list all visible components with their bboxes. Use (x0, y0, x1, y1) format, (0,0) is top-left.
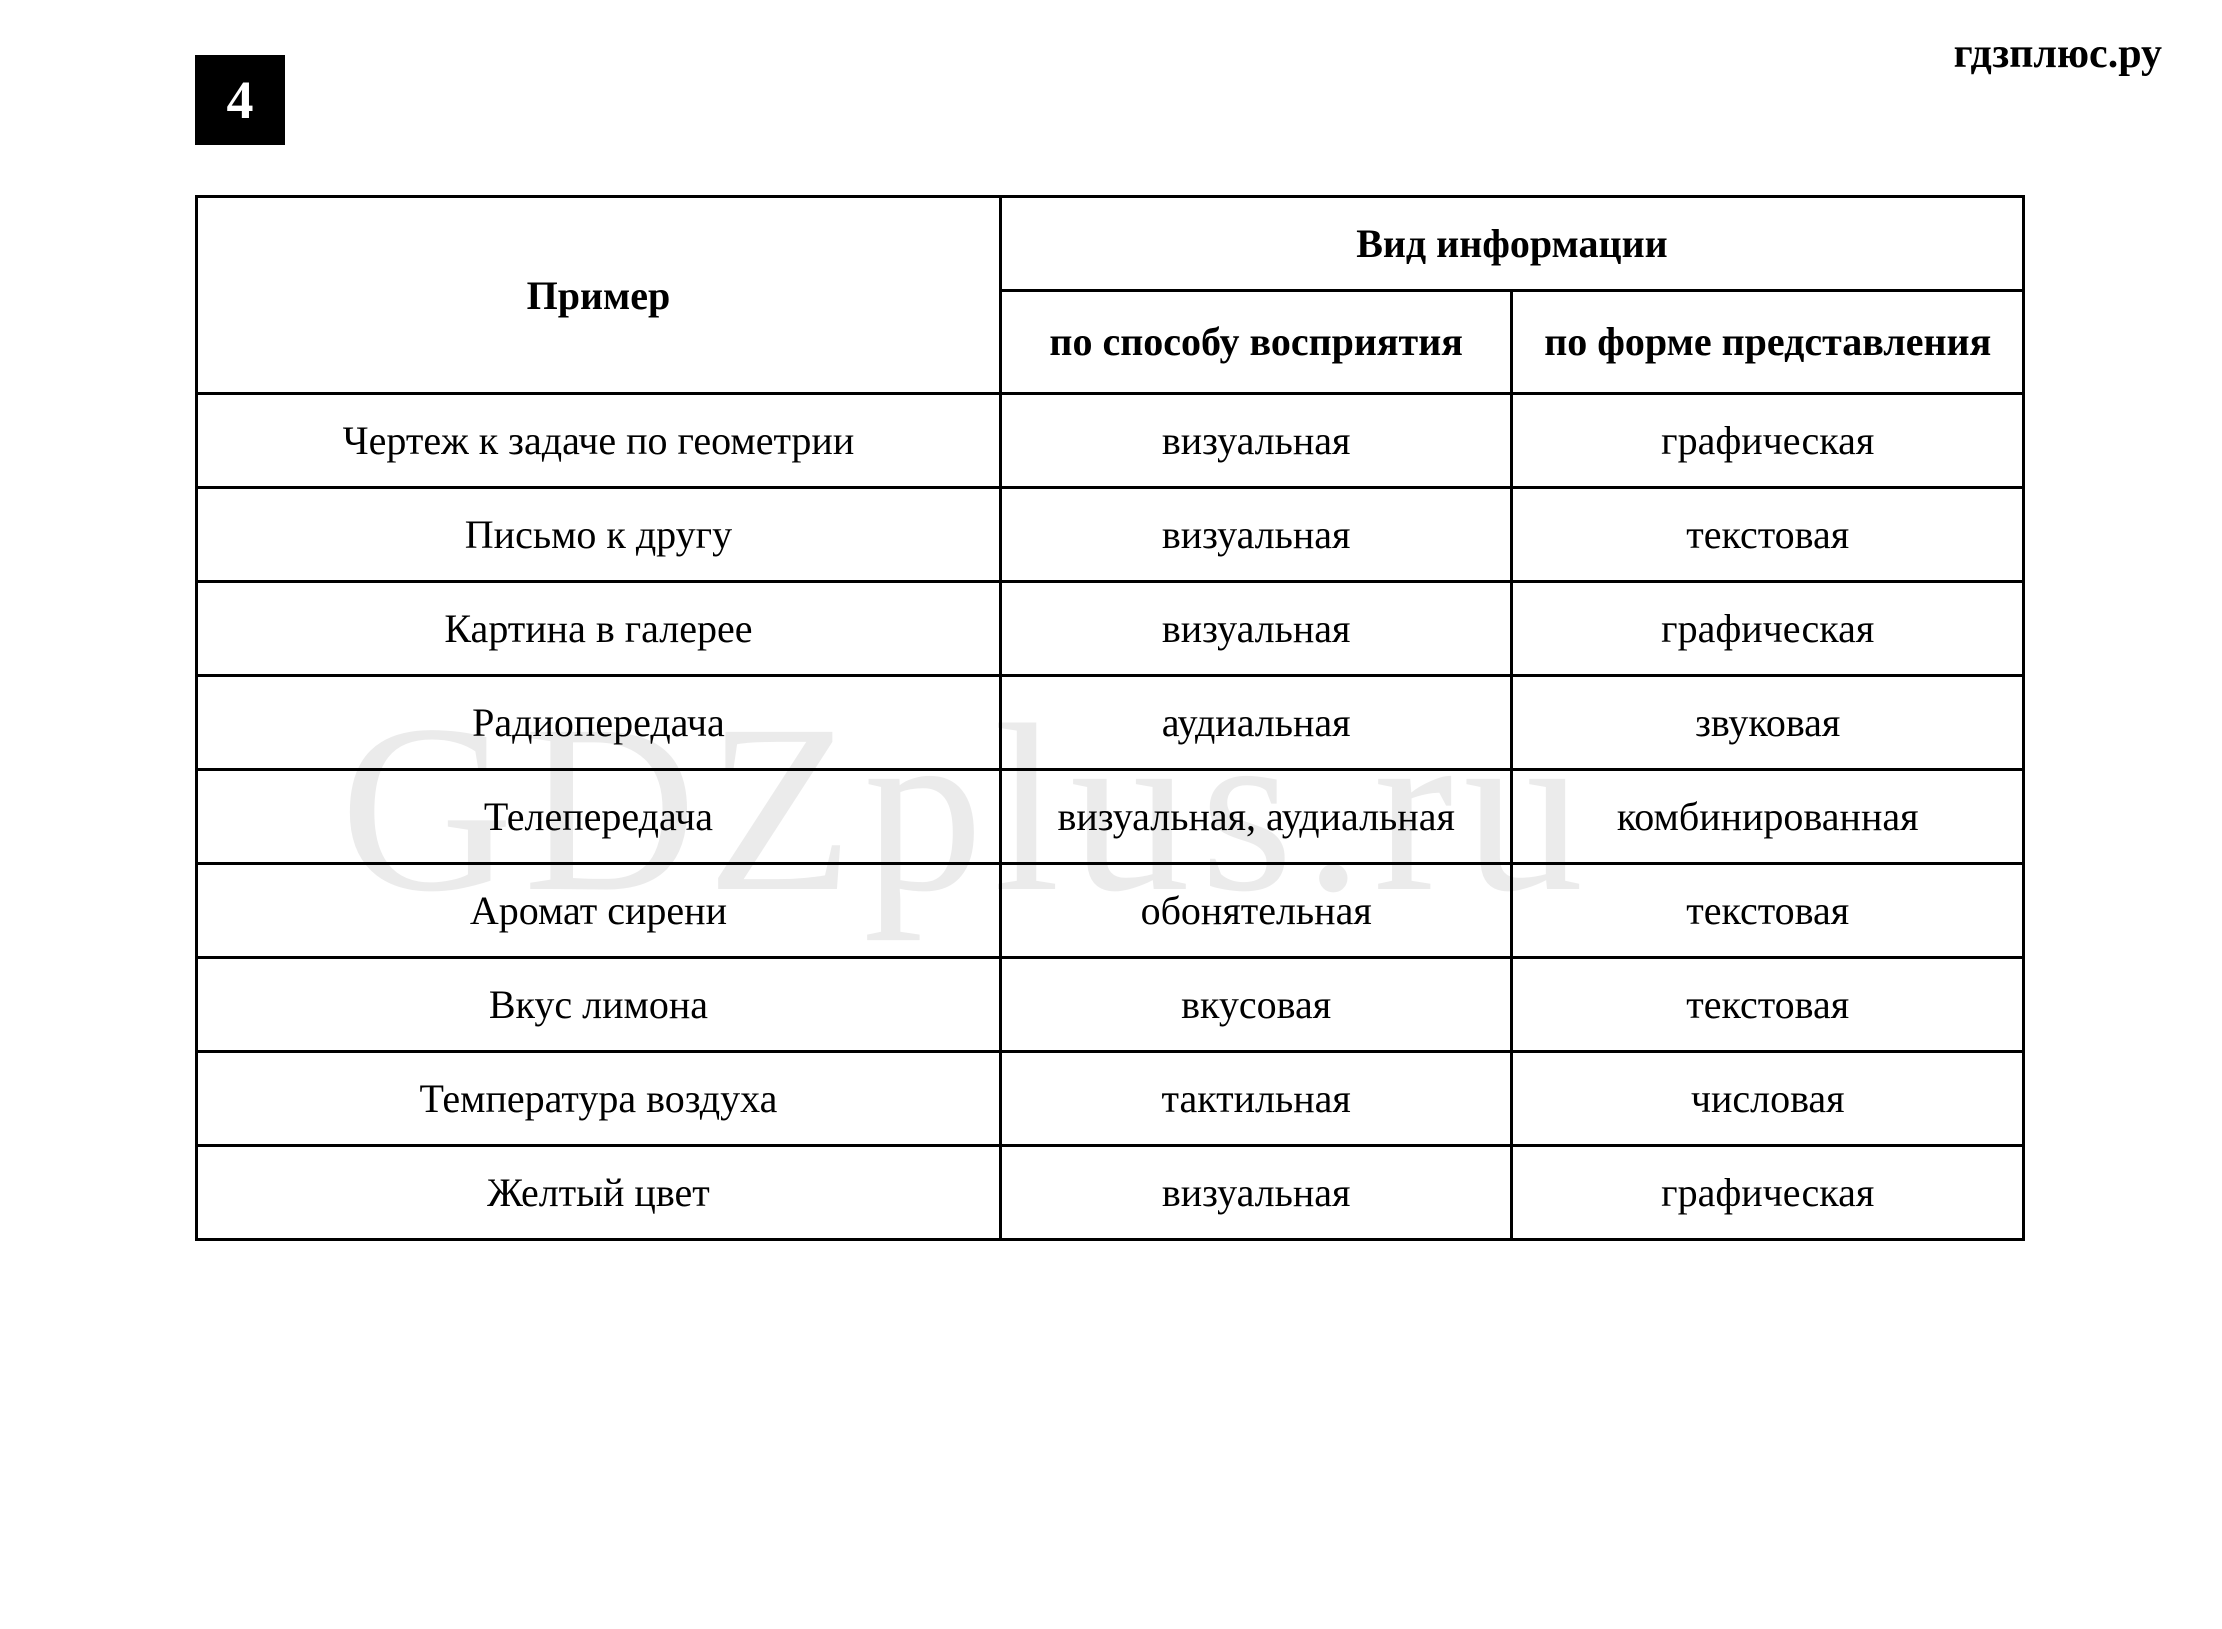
cell-example: Радиопередача (197, 676, 1001, 770)
cell-example: Письмо к другу (197, 488, 1001, 582)
exercise-number: 4 (227, 69, 254, 131)
cell-perception: тактильная (1000, 1052, 1512, 1146)
table-row: Радиопередачааудиальнаязвуковая (197, 676, 2024, 770)
cell-form: звуковая (1512, 676, 2024, 770)
cell-form: графическая (1512, 582, 2024, 676)
cell-form: текстовая (1512, 864, 2024, 958)
cell-perception: аудиальная (1000, 676, 1512, 770)
cell-form: текстовая (1512, 488, 2024, 582)
cell-perception: визуальная (1000, 394, 1512, 488)
table-body: Чертеж к задаче по геометриивизуальнаягр… (197, 394, 2024, 1240)
cell-perception: визуальная (1000, 488, 1512, 582)
cell-form: комбинированная (1512, 770, 2024, 864)
header-form: по форме представления (1512, 291, 2024, 394)
table-row: Температура воздухатактильнаячисловая (197, 1052, 2024, 1146)
cell-perception: визуальная, аудиальная (1000, 770, 1512, 864)
cell-example: Телепередача (197, 770, 1001, 864)
cell-form: графическая (1512, 394, 2024, 488)
cell-perception: визуальная (1000, 1146, 1512, 1240)
cell-example: Аромат сирени (197, 864, 1001, 958)
table-header-row-1: Пример Вид информации (197, 197, 2024, 291)
watermark-top-text: гдзплюс.ру (1954, 30, 2162, 78)
header-perception: по способу восприятия (1000, 291, 1512, 394)
cell-example: Температура воздуха (197, 1052, 1001, 1146)
cell-example: Желтый цвет (197, 1146, 1001, 1240)
table-row: Вкус лимонавкусоваятекстовая (197, 958, 2024, 1052)
table-row: Телепередачавизуальная, аудиальнаякомбин… (197, 770, 2024, 864)
table-header: Пример Вид информации по способу восприя… (197, 197, 2024, 394)
table-row: Письмо к другувизуальнаятекстовая (197, 488, 2024, 582)
table-row: Аромат сирениобонятельнаятекстовая (197, 864, 2024, 958)
table-row: Картина в галереевизуальнаяграфическая (197, 582, 2024, 676)
header-example: Пример (197, 197, 1001, 394)
cell-form: графическая (1512, 1146, 2024, 1240)
table-row: Желтый цветвизуальнаяграфическая (197, 1146, 2024, 1240)
cell-perception: визуальная (1000, 582, 1512, 676)
cell-example: Вкус лимона (197, 958, 1001, 1052)
cell-form: числовая (1512, 1052, 2024, 1146)
table-row: Чертеж к задаче по геометриивизуальнаягр… (197, 394, 2024, 488)
cell-perception: обонятельная (1000, 864, 1512, 958)
exercise-number-badge: 4 (195, 55, 285, 145)
header-info-type-group: Вид информации (1000, 197, 2023, 291)
information-types-table-container: Пример Вид информации по способу восприя… (195, 195, 2025, 1241)
cell-perception: вкусовая (1000, 958, 1512, 1052)
cell-example: Картина в галерее (197, 582, 1001, 676)
cell-form: текстовая (1512, 958, 2024, 1052)
information-types-table: Пример Вид информации по способу восприя… (195, 195, 2025, 1241)
cell-example: Чертеж к задаче по геометрии (197, 394, 1001, 488)
